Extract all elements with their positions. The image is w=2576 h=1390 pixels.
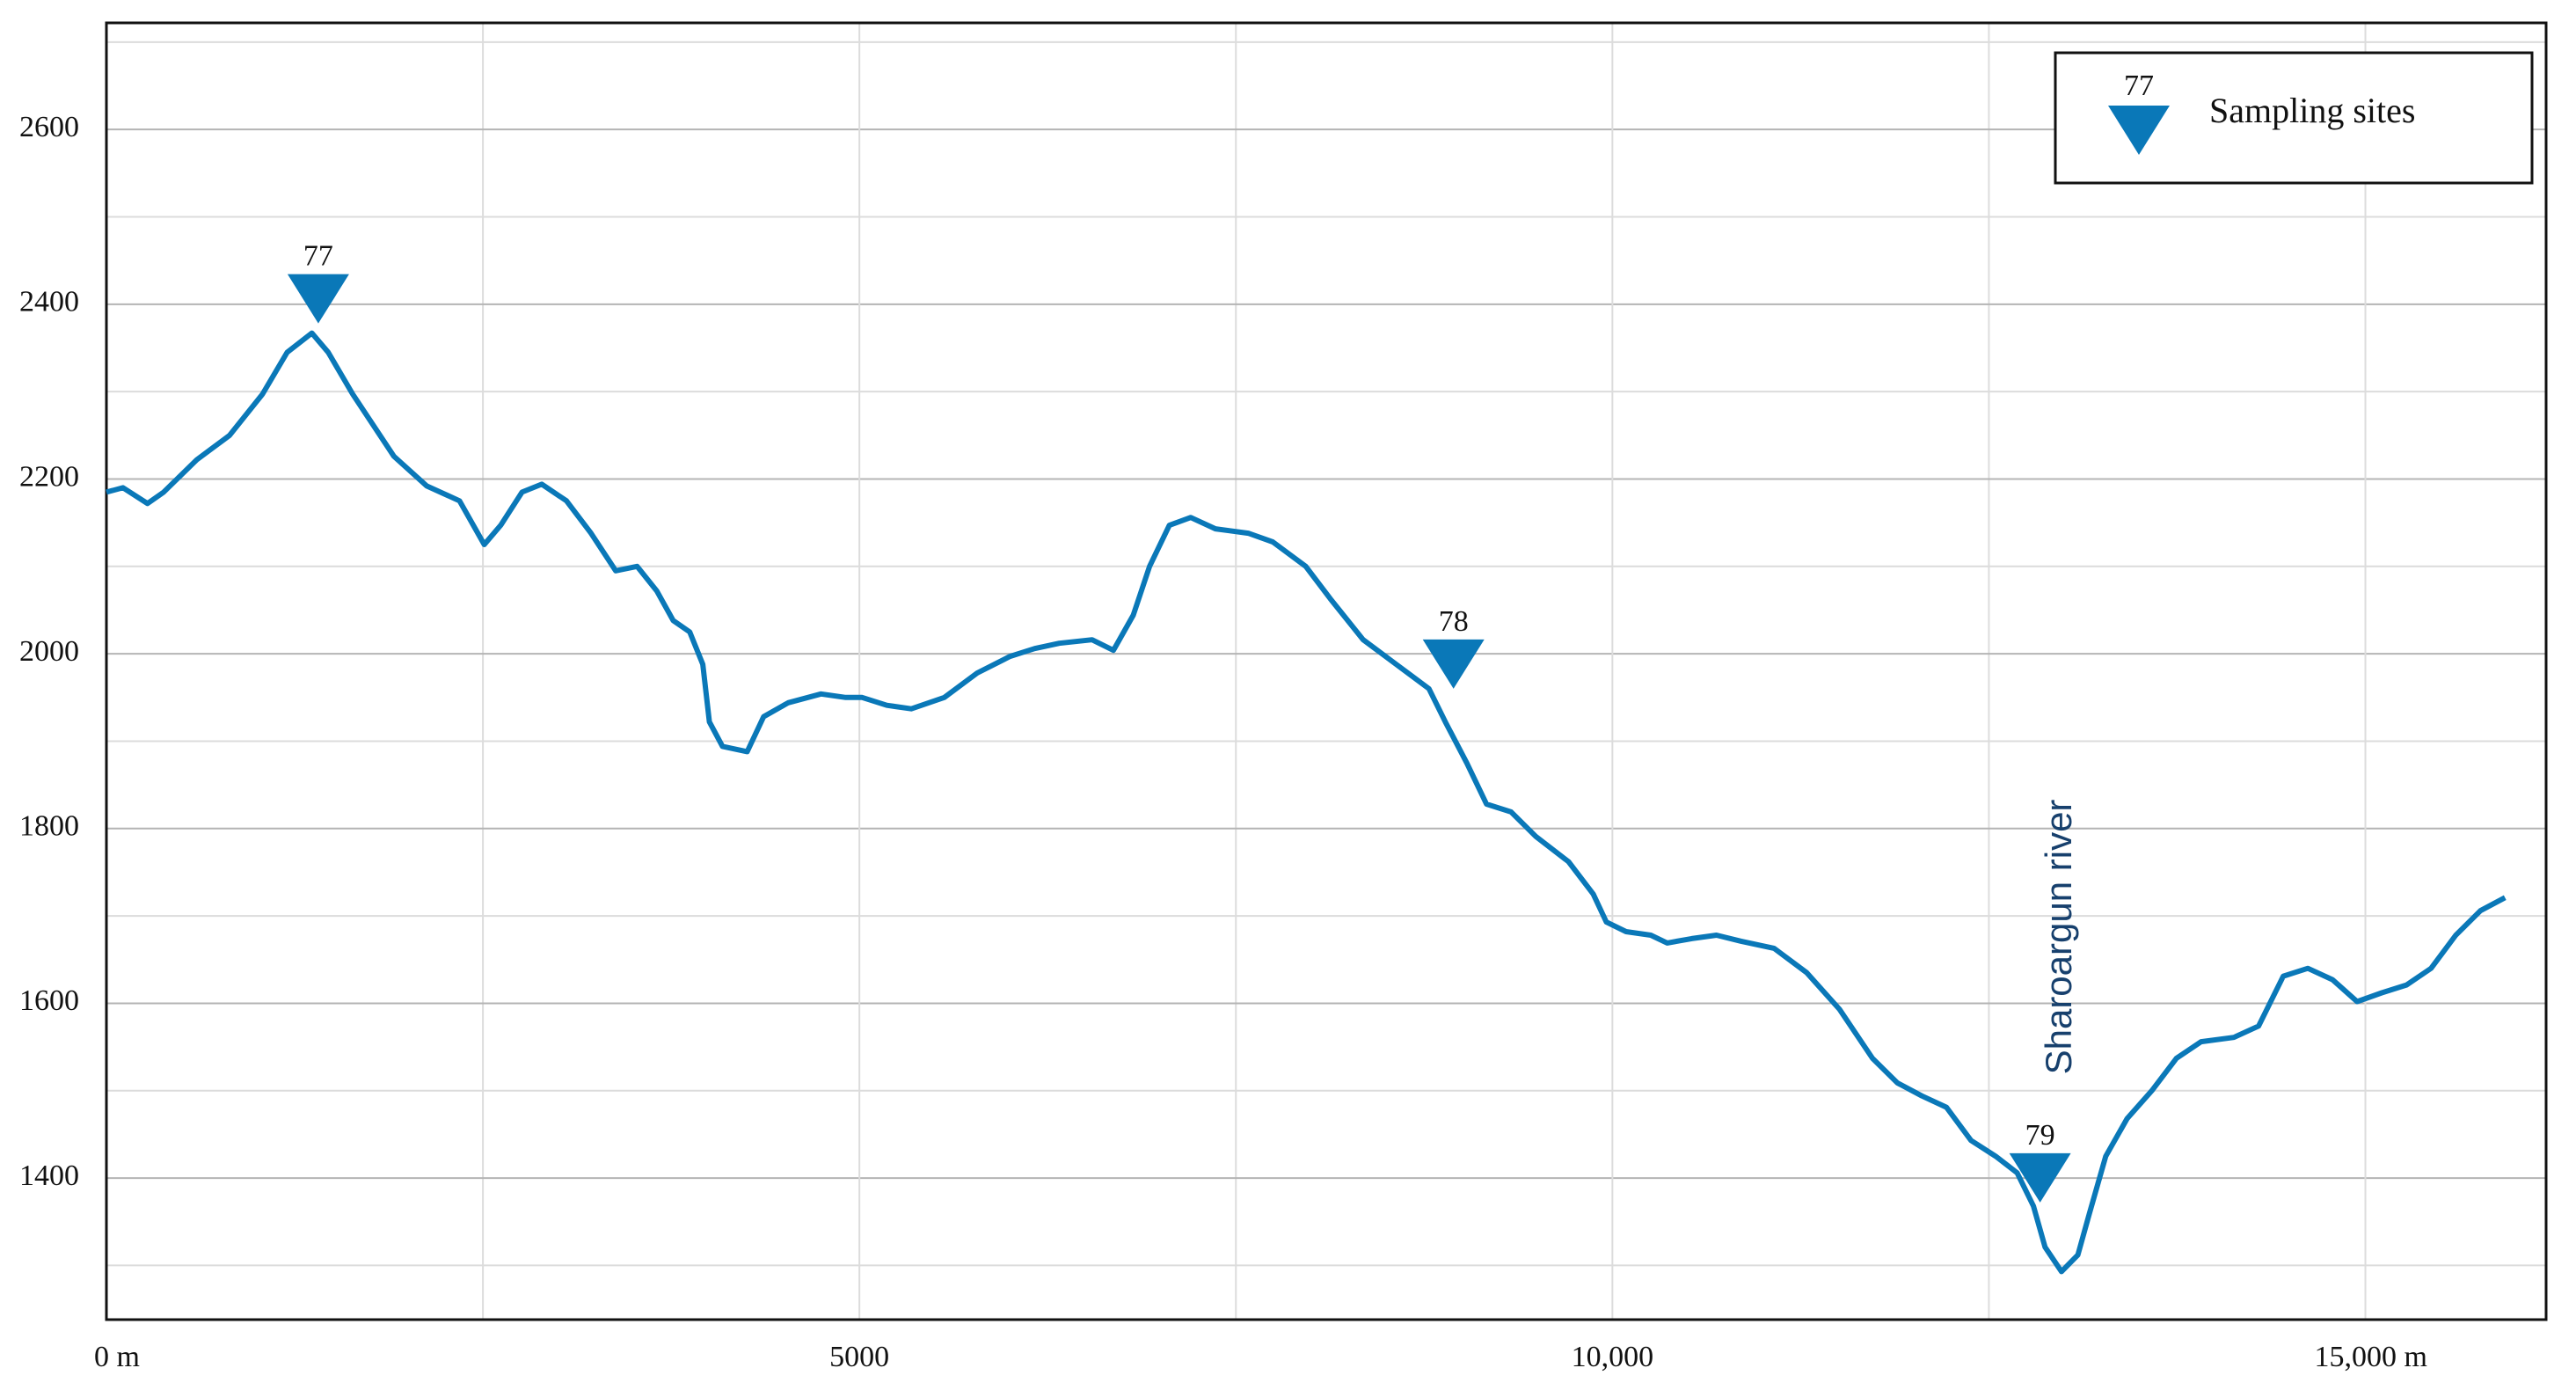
legend-label: Sampling sites [2209, 91, 2415, 130]
legend-sample-label: 77 [2124, 70, 2154, 102]
site-label: 77 [303, 240, 333, 273]
sampling-site-marker [1422, 639, 1485, 689]
legend-marker [2108, 106, 2170, 155]
y-tick-label: 1600 [19, 984, 79, 1017]
y-tick-label: 2400 [19, 286, 79, 318]
site-label: 79 [2025, 1119, 2055, 1152]
y-tick-label: 2000 [19, 635, 79, 668]
y-tick-label: 1800 [19, 810, 79, 843]
sampling-site-marker [287, 274, 349, 324]
x-tick-label: 0 m [94, 1341, 140, 1373]
y-tick-label: 1400 [19, 1160, 79, 1192]
elevation-line [106, 330, 2507, 1275]
x-tick-label: 10,000 [1572, 1341, 1654, 1373]
y-tick-label: 2600 [19, 111, 79, 143]
site-label: 78 [1439, 605, 1469, 638]
x-tick-label: 15,000 m [2315, 1341, 2427, 1373]
legend: 77 Sampling sites [2054, 51, 2534, 185]
plot-frame [105, 21, 2548, 1321]
sampling-site-marker [2009, 1152, 2071, 1203]
annotation: Sharoargun river [2038, 800, 2079, 1075]
y-tick-label: 2200 [19, 460, 79, 493]
x-tick-label: 5000 [829, 1341, 889, 1373]
